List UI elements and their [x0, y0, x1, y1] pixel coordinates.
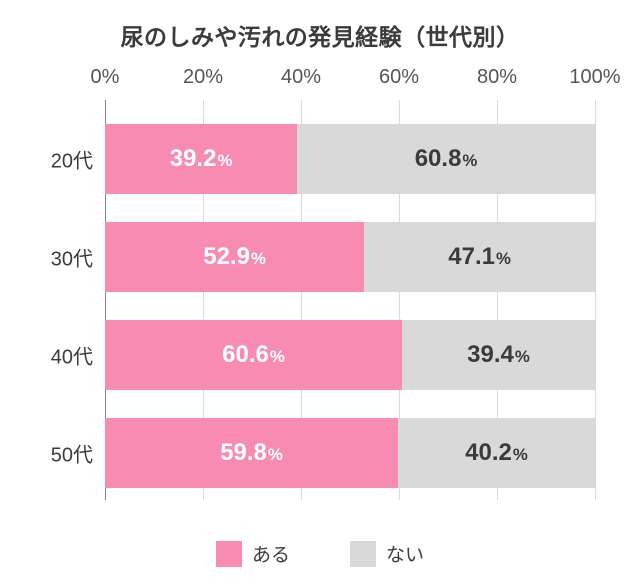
category-label: 30代: [36, 243, 93, 272]
x-tick-label: 80%: [477, 66, 517, 89]
legend-item: ない: [350, 540, 424, 567]
legend-label: ある: [252, 540, 290, 567]
bar-segment: 40.2%: [398, 418, 595, 488]
bar-value-label: 52.9%: [203, 243, 266, 271]
bar-row: 60.6% 39.4%: [105, 320, 595, 390]
bar-value-label: 60.8%: [415, 145, 478, 173]
legend-swatch: [350, 541, 376, 567]
bar-value-label: 40.2%: [465, 439, 528, 467]
legend-swatch: [216, 541, 242, 567]
gridline: [595, 100, 596, 500]
bar-segment: 39.2%: [105, 124, 297, 194]
plot-area: 0%20%40%60%80%100%39.2%60.8%20代52.9%47.1…: [105, 100, 595, 500]
bar-value-label: 39.2%: [170, 145, 233, 173]
bar-value-label: 60.6%: [222, 341, 285, 369]
bar-segment: 60.6%: [105, 320, 402, 390]
category-label: 20代: [36, 145, 93, 174]
bar-segment: 60.8%: [297, 124, 595, 194]
x-tick-label: 100%: [569, 66, 620, 89]
bar-value-label: 59.8%: [220, 439, 283, 467]
x-tick-label: 0%: [91, 66, 120, 89]
legend: ある ない: [0, 540, 640, 567]
x-tick-label: 20%: [183, 66, 223, 89]
category-label: 40代: [36, 341, 93, 370]
bar-segment: 59.8%: [105, 418, 398, 488]
legend-label: ない: [386, 540, 424, 567]
legend-item: ある: [216, 540, 290, 567]
category-label: 50代: [36, 439, 93, 468]
bar-value-label: 39.4%: [467, 341, 530, 369]
bar-row: 59.8% 40.2%: [105, 418, 595, 488]
bar-row: 52.9% 47.1%: [105, 222, 595, 292]
bar-segment: 39.4%: [402, 320, 595, 390]
x-tick-label: 60%: [379, 66, 419, 89]
bar-value-label: 47.1%: [448, 243, 511, 271]
chart-title: 尿のしみや汚れの発見経験（世代別）: [0, 18, 640, 52]
bar-segment: 52.9%: [105, 222, 364, 292]
bar-segment: 47.1%: [364, 222, 595, 292]
x-tick-label: 40%: [281, 66, 321, 89]
bar-row: 39.2% 60.8%: [105, 124, 595, 194]
